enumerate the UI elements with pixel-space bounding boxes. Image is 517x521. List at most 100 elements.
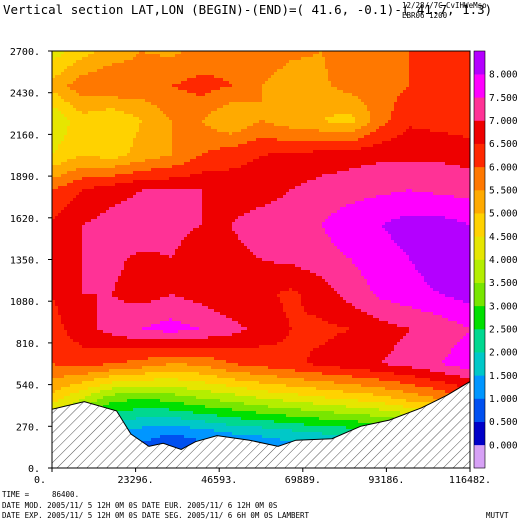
- field-cell: [415, 150, 419, 154]
- field-cell: [112, 105, 116, 109]
- field-cell: [85, 147, 89, 151]
- field-cell: [157, 144, 161, 148]
- field-cell: [355, 87, 359, 91]
- field-cell: [229, 153, 233, 157]
- field-cell: [433, 150, 437, 154]
- field-cell: [88, 57, 92, 61]
- field-cell: [175, 114, 179, 118]
- field-cell: [73, 150, 77, 154]
- field-cell: [163, 150, 167, 154]
- field-cell: [259, 123, 263, 127]
- field-cell: [451, 57, 455, 61]
- field-cell: [391, 123, 395, 127]
- field-cell: [220, 132, 224, 136]
- field-cell: [442, 90, 446, 94]
- field-cell: [466, 66, 470, 70]
- field-cell: [142, 51, 146, 55]
- field-cell: [466, 87, 470, 91]
- field-cell: [121, 87, 125, 91]
- field-cell: [52, 75, 56, 79]
- field-cell: [187, 153, 191, 157]
- field-cell: [424, 51, 428, 55]
- field-cell: [409, 51, 413, 55]
- field-cell: [409, 126, 413, 130]
- field-cell: [307, 75, 311, 79]
- field-cell: [433, 126, 437, 130]
- field-cell: [382, 129, 386, 133]
- field-cell: [169, 129, 173, 133]
- field-cell: [241, 60, 245, 64]
- field-cell: [337, 141, 341, 145]
- field-cell: [373, 90, 377, 94]
- field-cell: [274, 111, 278, 115]
- field-cell: [58, 129, 62, 133]
- field-cell: [382, 96, 386, 100]
- field-cell: [412, 144, 416, 148]
- field-cell: [358, 126, 362, 130]
- field-cell: [73, 126, 77, 130]
- field-cell: [328, 84, 332, 88]
- field-cell: [373, 78, 377, 82]
- field-cell: [235, 126, 239, 130]
- field-cell: [184, 117, 188, 121]
- field-cell: [151, 123, 155, 127]
- field-cell: [226, 102, 230, 106]
- field-cell: [88, 90, 92, 94]
- field-cell: [460, 60, 464, 64]
- field-cell: [166, 75, 170, 79]
- field-cell: [394, 123, 398, 127]
- field-cell: [268, 120, 272, 124]
- field-cell: [208, 72, 212, 76]
- field-cell: [178, 120, 182, 124]
- field-cell: [121, 117, 125, 121]
- field-cell: [244, 141, 248, 145]
- field-cell: [400, 135, 404, 139]
- field-cell: [142, 87, 146, 91]
- field-cell: [262, 66, 266, 70]
- field-cell: [337, 90, 341, 94]
- field-cell: [118, 102, 122, 106]
- field-cell: [331, 144, 335, 148]
- field-cell: [91, 72, 95, 76]
- field-cell: [148, 156, 152, 160]
- field-cell: [64, 147, 68, 151]
- field-cell: [106, 144, 110, 148]
- field-cell: [217, 51, 221, 55]
- field-cell: [103, 120, 107, 124]
- field-cell: [466, 81, 470, 85]
- field-cell: [370, 147, 374, 151]
- field-cell: [199, 111, 203, 115]
- field-cell: [193, 69, 197, 73]
- field-cell: [382, 90, 386, 94]
- field-cell: [118, 126, 122, 130]
- field-cell: [316, 138, 320, 142]
- field-cell: [373, 153, 377, 157]
- field-cell: [214, 141, 218, 145]
- field-cell: [244, 81, 248, 85]
- field-cell: [256, 69, 260, 73]
- field-cell: [385, 135, 389, 139]
- field-cell: [130, 87, 134, 91]
- field-cell: [160, 150, 164, 154]
- field-cell: [277, 66, 281, 70]
- field-cell: [190, 72, 194, 76]
- field-cell: [358, 117, 362, 121]
- field-cell: [103, 72, 107, 76]
- field-cell: [247, 51, 251, 55]
- field-cell: [253, 156, 257, 160]
- field-cell: [226, 57, 230, 61]
- field-cell: [295, 126, 299, 130]
- field-cell: [94, 138, 98, 142]
- field-cell: [76, 153, 80, 157]
- field-cell: [370, 57, 374, 61]
- field-cell: [235, 96, 239, 100]
- field-cell: [412, 111, 416, 115]
- field-cell: [223, 102, 227, 106]
- field-cell: [55, 54, 59, 58]
- field-cell: [238, 54, 242, 58]
- field-cell: [82, 147, 86, 151]
- field-cell: [82, 153, 86, 157]
- field-cell: [433, 51, 437, 55]
- field-cell: [265, 72, 269, 76]
- field-cell: [424, 141, 428, 145]
